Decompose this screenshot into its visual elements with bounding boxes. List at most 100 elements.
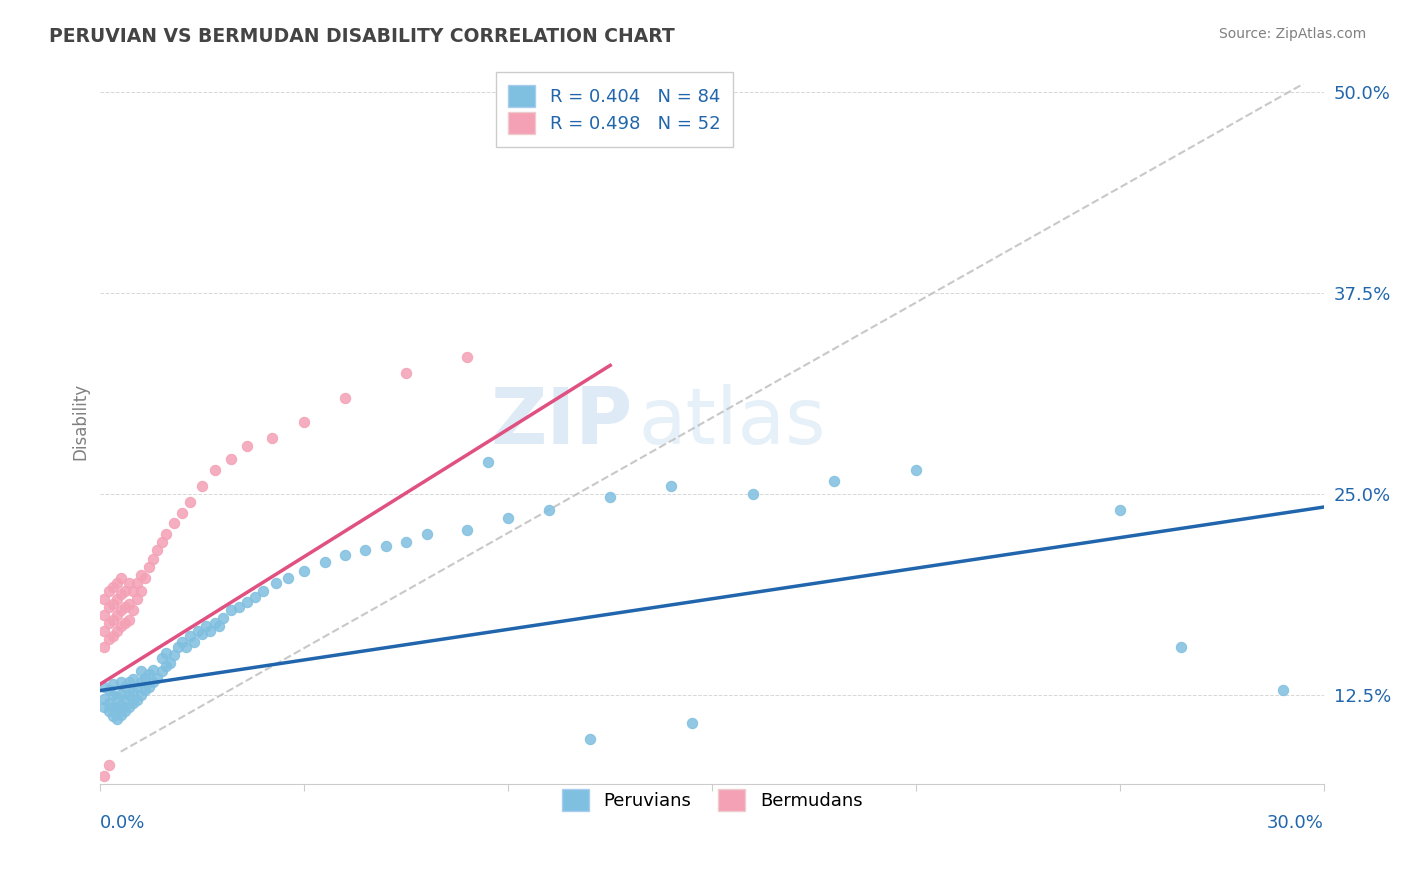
Point — [155, 659, 177, 673]
Point — [142, 675, 165, 690]
Point — [134, 683, 156, 698]
Point — [200, 624, 222, 638]
Point — [105, 713, 128, 727]
Point — [236, 595, 259, 609]
Point — [415, 527, 437, 541]
Point — [187, 624, 209, 638]
Point — [110, 698, 132, 712]
Point — [101, 629, 124, 643]
Point — [163, 516, 186, 530]
Point — [134, 671, 156, 685]
Point — [578, 731, 600, 746]
Point — [110, 603, 132, 617]
Point — [114, 583, 136, 598]
Point — [93, 591, 115, 606]
Point — [105, 591, 128, 606]
Point — [228, 599, 250, 614]
Point — [599, 491, 621, 505]
Point — [138, 667, 160, 681]
Point — [207, 619, 229, 633]
Point — [129, 583, 152, 598]
Point — [146, 543, 169, 558]
Point — [110, 675, 132, 690]
Point — [122, 697, 145, 711]
Point — [174, 640, 197, 654]
Point — [159, 656, 181, 670]
Point — [138, 559, 160, 574]
Point — [110, 619, 132, 633]
Point — [125, 591, 148, 606]
Point — [163, 648, 186, 662]
Point — [333, 549, 356, 563]
Point — [118, 575, 141, 590]
Point — [101, 699, 124, 714]
Point — [110, 687, 132, 701]
Point — [204, 615, 226, 630]
Text: Source: ZipAtlas.com: Source: ZipAtlas.com — [1219, 27, 1367, 41]
Point — [129, 664, 152, 678]
Point — [114, 693, 136, 707]
Point — [166, 640, 188, 654]
Point — [395, 535, 418, 549]
Point — [97, 757, 120, 772]
Point — [138, 680, 160, 694]
Point — [105, 607, 128, 622]
Point — [681, 715, 703, 730]
Point — [105, 575, 128, 590]
Point — [105, 690, 128, 704]
Point — [1272, 683, 1295, 698]
Point — [456, 351, 478, 365]
Point — [142, 663, 165, 677]
Text: PERUVIAN VS BERMUDAN DISABILITY CORRELATION CHART: PERUVIAN VS BERMUDAN DISABILITY CORRELAT… — [49, 27, 675, 45]
Point — [118, 689, 141, 703]
Point — [122, 672, 145, 686]
Point — [195, 619, 218, 633]
Point — [245, 590, 267, 604]
Point — [122, 603, 145, 617]
Point — [155, 527, 177, 541]
Point — [97, 583, 120, 598]
Point — [118, 699, 141, 714]
Point — [155, 647, 177, 661]
Point — [97, 683, 120, 698]
Point — [170, 635, 193, 649]
Point — [110, 587, 132, 601]
Point — [125, 680, 148, 694]
Point — [236, 439, 259, 453]
Point — [93, 680, 115, 694]
Point — [93, 769, 115, 783]
Point — [93, 607, 115, 622]
Point — [905, 463, 928, 477]
Point — [1109, 503, 1132, 517]
Point — [252, 583, 274, 598]
Point — [1170, 640, 1192, 654]
Point — [292, 415, 315, 429]
Point — [101, 581, 124, 595]
Point — [277, 571, 299, 585]
Point — [477, 455, 499, 469]
Text: ZIP: ZIP — [491, 384, 633, 459]
Point — [129, 567, 152, 582]
Point — [170, 507, 193, 521]
Point — [114, 705, 136, 719]
Point — [114, 599, 136, 614]
Point — [93, 640, 115, 654]
Point — [191, 479, 214, 493]
Point — [101, 709, 124, 723]
Point — [105, 624, 128, 638]
Point — [97, 632, 120, 646]
Point — [146, 671, 169, 685]
Point — [125, 575, 148, 590]
Point — [537, 503, 560, 517]
Point — [93, 699, 115, 714]
Point — [93, 624, 115, 638]
Point — [219, 603, 242, 617]
Point — [395, 367, 418, 381]
Point — [118, 613, 141, 627]
Point — [314, 555, 336, 569]
Point — [496, 511, 519, 525]
Y-axis label: Disability: Disability — [72, 384, 89, 460]
Text: 30.0%: 30.0% — [1267, 814, 1324, 832]
Point — [122, 583, 145, 598]
Point — [191, 627, 214, 641]
